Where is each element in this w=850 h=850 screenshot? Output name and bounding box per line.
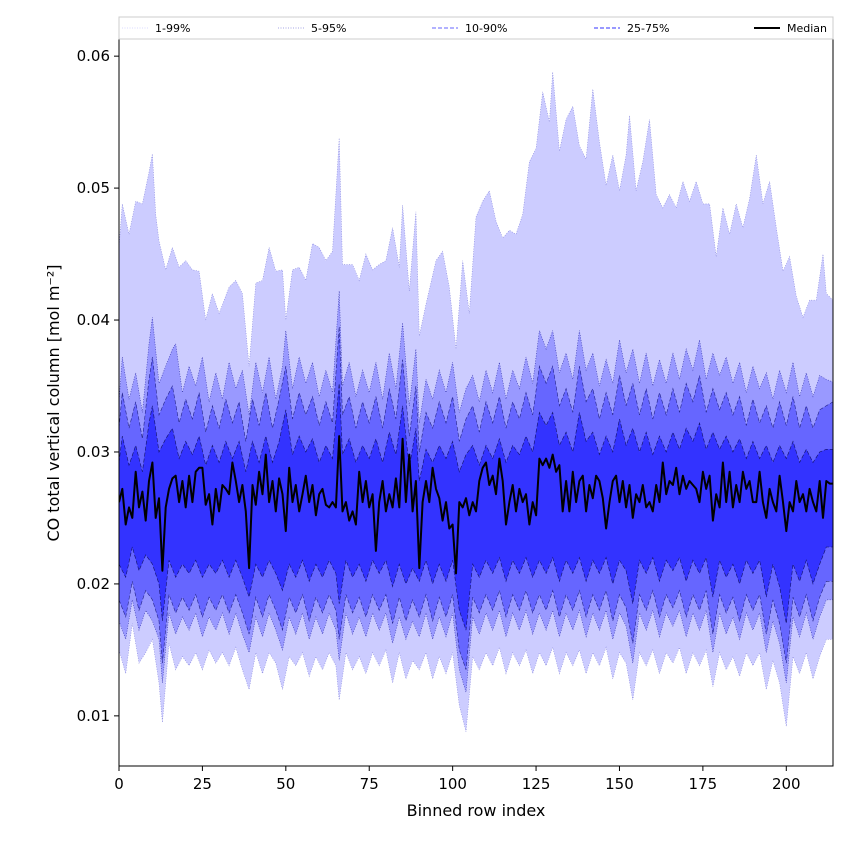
y-axis: 0.01 0.02 0.03 0.04 0.05 0.06 <box>77 47 119 725</box>
x-tick-label: 50 <box>276 775 295 793</box>
legend-label: Median <box>787 22 827 35</box>
x-tick-label: 125 <box>522 775 551 793</box>
plot-area <box>119 71 833 732</box>
band-1to99-upper-edge <box>119 71 833 367</box>
band-25to75-lower-edge <box>119 546 833 631</box>
band-5to95-upper-edge <box>119 290 833 424</box>
y-tick-label: 0.04 <box>77 311 110 329</box>
bands-group <box>119 71 833 732</box>
x-tick-label: 200 <box>772 775 801 793</box>
x-tick-label: 75 <box>360 775 379 793</box>
x-axis-label: Binned row index <box>407 801 546 820</box>
band-10to90-upper-edge <box>119 326 833 453</box>
legend: 1-99% 5-95% 10-90% 25-75% Median <box>118 16 834 40</box>
y-tick-label: 0.01 <box>77 707 110 725</box>
band-25to75-upper-edge <box>119 383 833 482</box>
y-tick-label: 0.06 <box>77 47 110 65</box>
legend-box <box>118 16 834 40</box>
y-axis-label: CO total vertical column [mol m⁻²] <box>44 264 63 541</box>
x-tick-label: 25 <box>193 775 212 793</box>
band-1to99-lower-edge <box>119 623 833 732</box>
legend-label: 10-90% <box>465 22 507 35</box>
legend-label: 25-75% <box>627 22 669 35</box>
x-axis: 0 25 50 75 100 125 150 175 200 <box>114 766 801 793</box>
y-tick-label: 0.03 <box>77 443 110 461</box>
x-tick-label: 0 <box>114 775 124 793</box>
y-tick-label: 0.05 <box>77 179 110 197</box>
x-tick-label: 150 <box>605 775 634 793</box>
legend-label: 1-99% <box>155 22 190 35</box>
y-tick-label: 0.02 <box>77 575 110 593</box>
legend-label: 5-95% <box>311 22 346 35</box>
x-tick-label: 100 <box>438 775 467 793</box>
band-10to90-lower-edge <box>119 580 833 670</box>
x-tick-label: 175 <box>689 775 718 793</box>
median-line <box>119 435 833 575</box>
